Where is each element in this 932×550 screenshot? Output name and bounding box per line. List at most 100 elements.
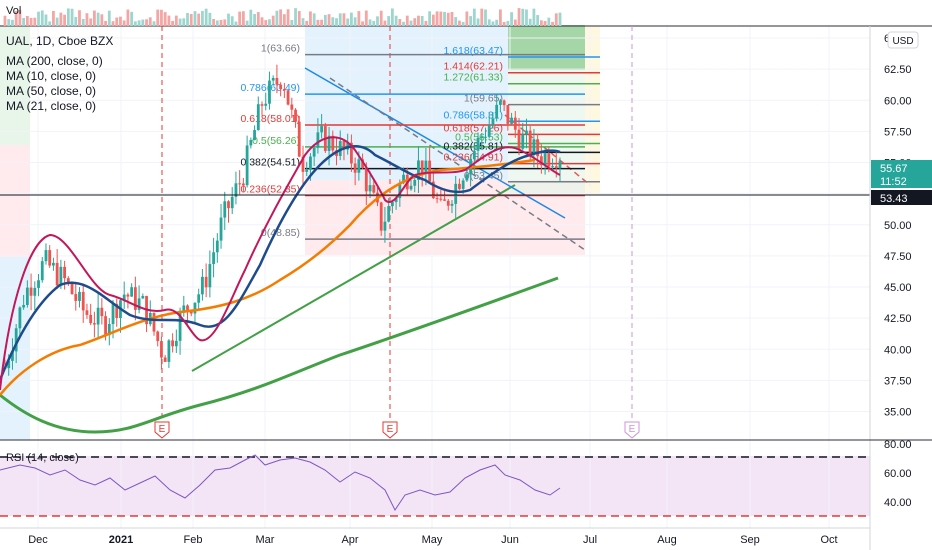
fib-level-label: 1.618(63.47) bbox=[443, 45, 503, 57]
time-tick-10: Oct bbox=[820, 534, 837, 546]
volume-bar bbox=[458, 20, 461, 26]
candle-body bbox=[312, 147, 316, 157]
volume-bar bbox=[327, 14, 331, 26]
candle-body bbox=[282, 89, 286, 91]
symbol-title[interactable]: UAL, 1D, Cboe BZX bbox=[6, 34, 114, 48]
usd-label[interactable]: USD bbox=[887, 31, 919, 49]
time-tick-1: 2021 bbox=[109, 534, 133, 546]
ma200-legend[interactable]: MA (200, close, 0) bbox=[6, 54, 103, 68]
candle-body bbox=[547, 153, 551, 167]
volume-bar bbox=[167, 15, 171, 26]
candle-body bbox=[458, 183, 461, 189]
candle-body bbox=[513, 117, 517, 130]
candle-body bbox=[33, 287, 37, 296]
candle-body bbox=[107, 324, 111, 336]
volume-bar bbox=[353, 17, 357, 26]
candle-body bbox=[25, 287, 29, 305]
candle-body bbox=[66, 278, 70, 283]
volume-bar bbox=[439, 11, 443, 26]
volume-bar bbox=[174, 15, 178, 26]
fib-level-label: 0.382(55.81) bbox=[443, 140, 503, 152]
volume-label: Vol bbox=[6, 5, 21, 17]
price-tick-6: 50.00 bbox=[884, 220, 912, 232]
candle-body bbox=[450, 203, 454, 206]
volume-bar bbox=[394, 15, 398, 26]
svg-text:USD: USD bbox=[892, 36, 913, 47]
candle-body bbox=[387, 206, 391, 222]
volume-bar bbox=[390, 8, 394, 27]
moving-averages bbox=[0, 136, 561, 434]
volume-bar bbox=[182, 18, 186, 26]
candle-body bbox=[96, 307, 100, 325]
svg-text:11:52: 11:52 bbox=[880, 176, 907, 188]
volume-bar bbox=[357, 11, 361, 26]
svg-text:E: E bbox=[629, 424, 636, 435]
volume-bar bbox=[253, 14, 256, 26]
volume-bar bbox=[536, 15, 540, 26]
rsi-tick-0: 80.00 bbox=[884, 439, 912, 451]
price-tick-1: 62.50 bbox=[884, 64, 912, 76]
volume-bar bbox=[376, 16, 379, 26]
volume-bar bbox=[204, 8, 208, 26]
fib-level-label: 0.236(52.35) bbox=[240, 183, 300, 195]
candle-body bbox=[201, 276, 204, 295]
fib-level-label: 0(48.85) bbox=[261, 227, 300, 239]
candle-body bbox=[52, 262, 55, 266]
candle-body bbox=[130, 287, 134, 297]
volume-bar bbox=[215, 20, 219, 26]
candle-body bbox=[40, 261, 44, 281]
earnings-markers[interactable]: E E E bbox=[154, 421, 640, 439]
candle-body bbox=[364, 167, 368, 192]
volume-bar bbox=[70, 8, 74, 26]
candle-body bbox=[409, 185, 413, 190]
volume-bar bbox=[294, 8, 297, 26]
candle-body bbox=[204, 276, 208, 288]
volume-bar bbox=[554, 13, 558, 26]
candle-body bbox=[238, 183, 242, 185]
volume-bar bbox=[279, 9, 283, 27]
volume-bar bbox=[63, 14, 66, 26]
volume-bar bbox=[290, 19, 294, 26]
volume-bar bbox=[137, 20, 141, 26]
volume-bar bbox=[424, 20, 428, 26]
price-tick-12: 35.00 bbox=[884, 407, 912, 419]
svg-text:53.43: 53.43 bbox=[880, 193, 908, 205]
volume-bar bbox=[74, 16, 78, 26]
candle-body bbox=[431, 181, 435, 199]
ma50-legend[interactable]: MA (50, close, 0) bbox=[6, 84, 97, 98]
volume-bar bbox=[33, 17, 37, 26]
volume-bar bbox=[104, 20, 107, 26]
volume-bar bbox=[495, 19, 499, 26]
volume-bar bbox=[92, 10, 96, 26]
ma21-legend[interactable]: MA (21, close, 0) bbox=[6, 99, 97, 113]
volume-bar bbox=[160, 9, 163, 26]
volume-bar bbox=[264, 20, 268, 26]
ma50-line bbox=[0, 158, 536, 396]
candle-body bbox=[253, 130, 256, 141]
candle-body bbox=[78, 291, 81, 301]
candle-body bbox=[454, 183, 458, 204]
volume-bar bbox=[230, 16, 234, 26]
time-tick-8: Aug bbox=[657, 534, 677, 546]
earnings-marker-2: E bbox=[382, 421, 398, 439]
candle-body bbox=[48, 250, 52, 266]
volume-bar bbox=[111, 21, 115, 26]
candle-body bbox=[264, 103, 268, 106]
earnings-lines bbox=[161, 26, 633, 440]
volume-bar bbox=[364, 10, 368, 26]
earnings-marker-1: E bbox=[154, 421, 170, 439]
rsi-label: RSI (14, close) bbox=[6, 452, 79, 464]
volume-bar bbox=[126, 9, 130, 26]
candle-body bbox=[521, 134, 525, 149]
ma10-legend[interactable]: MA (10, close, 0) bbox=[6, 69, 97, 83]
volume-bar bbox=[409, 20, 413, 26]
candle-body bbox=[424, 160, 428, 174]
candle-body bbox=[89, 314, 93, 324]
background-zones bbox=[0, 25, 870, 516]
candle-body bbox=[241, 183, 245, 186]
volume-bar bbox=[201, 10, 204, 26]
candle-body bbox=[294, 109, 297, 122]
earnings-marker-3: E bbox=[624, 421, 640, 439]
candle-body bbox=[186, 305, 189, 311]
